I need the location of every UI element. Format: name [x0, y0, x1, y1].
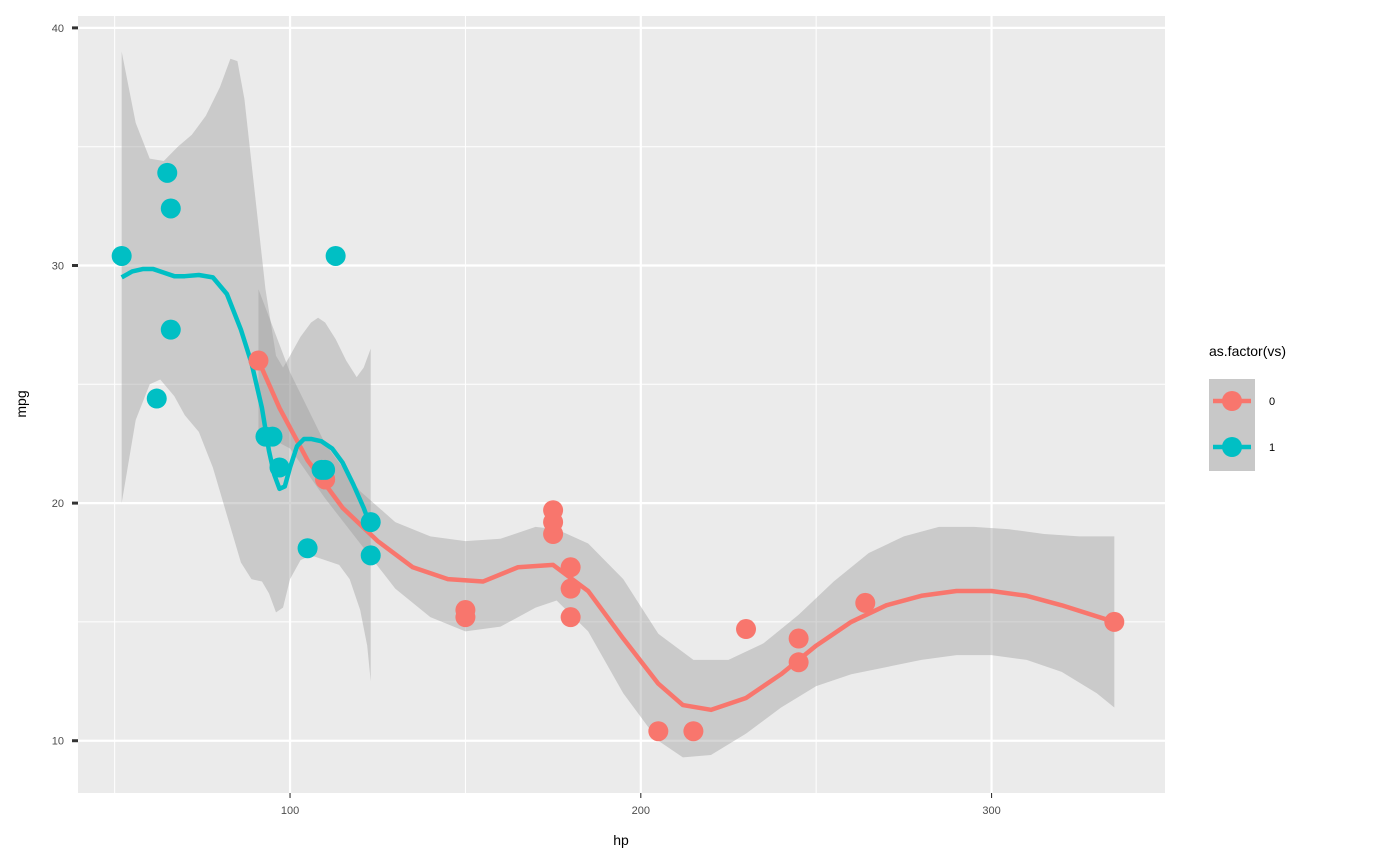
point-series-1 — [111, 245, 132, 266]
legend-key-point-1 — [1222, 437, 1242, 457]
point-series-0 — [855, 592, 876, 613]
point-series-1 — [297, 538, 318, 559]
smooth-line-series-0 — [256, 359, 1115, 713]
point-series-0 — [560, 607, 581, 628]
major-gridlines — [78, 16, 1165, 793]
point-series-0 — [788, 628, 809, 649]
point-series-1 — [325, 245, 346, 266]
smooth-lines — [120, 266, 1115, 713]
confidence-band-series-0 — [258, 289, 1115, 758]
point-series-1 — [269, 457, 290, 478]
legend-label-0: 0 — [1269, 396, 1275, 408]
y-axis: 10 20 30 40 — [52, 23, 78, 748]
confidence-band-series-1 — [121, 51, 371, 682]
x-tick-label: 100 — [281, 805, 299, 817]
point-series-1 — [146, 388, 167, 409]
legend-label-1: 1 — [1269, 442, 1275, 454]
minor-gridlines — [78, 16, 1165, 793]
point-series-0 — [560, 557, 581, 578]
confidence-bands — [121, 51, 1115, 758]
smooth-line-series-1 — [120, 266, 373, 528]
y-tick-label: 10 — [52, 736, 64, 748]
point-series-1 — [160, 319, 181, 340]
point-series-1 — [262, 426, 283, 447]
point-series-0 — [683, 721, 704, 742]
point-series-0 — [788, 652, 809, 673]
point-series-1 — [157, 162, 178, 183]
x-axis: 100 200 300 — [281, 793, 1001, 817]
point-series-0 — [736, 619, 757, 640]
legend: as.factor(vs) 0 1 — [1209, 343, 1286, 471]
point-series-1 — [360, 512, 381, 533]
point-series-0 — [560, 578, 581, 599]
point-series-1 — [360, 545, 381, 566]
point-series-0 — [248, 350, 269, 371]
point-series-0 — [648, 721, 669, 742]
point-series-0 — [455, 607, 476, 628]
point-series-0 — [543, 500, 564, 521]
y-axis-title: mpg — [13, 390, 29, 417]
point-series-1 — [160, 198, 181, 219]
y-tick-label: 40 — [52, 23, 64, 35]
y-tick-label: 20 — [52, 498, 64, 510]
x-tick-label: 200 — [632, 805, 650, 817]
x-axis-title: hp — [613, 832, 629, 848]
data-points — [111, 162, 1125, 742]
point-series-0 — [1104, 611, 1125, 632]
legend-key-point-0 — [1222, 391, 1242, 411]
point-series-1 — [311, 459, 332, 480]
y-tick-label: 30 — [52, 260, 64, 272]
legend-title: as.factor(vs) — [1209, 343, 1286, 359]
x-tick-label: 300 — [982, 805, 1000, 817]
